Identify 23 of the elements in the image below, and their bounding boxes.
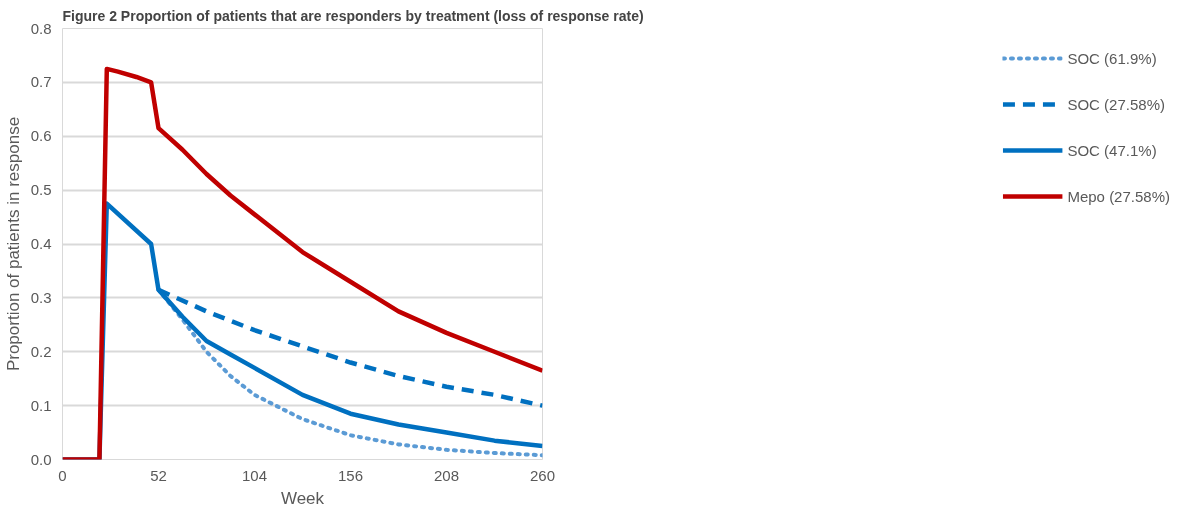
y-tick-label: 0.6 [30,127,52,145]
x-tick-label: 156 [337,466,364,484]
legend-label: Mepo (27.58%) [1067,187,1170,205]
y-tick-label: 0.0 [30,450,52,468]
y-tick-label: 0.7 [30,73,52,91]
y-tick-label: 0.3 [30,288,52,306]
x-axis-title: Week [280,488,325,508]
x-tick-label: 52 [150,466,167,484]
y-tick-label: 0.5 [30,181,52,199]
y-axis-title: Proportion of patients in response [3,116,23,372]
legend-label: SOC (47.1%) [1067,141,1157,159]
y-tick-label: 0.8 [30,19,52,37]
x-tick-label: 208 [433,466,460,484]
chart-title: Figure 2 Proportion of patients that are responders by treatment (loss of response rate) [62,7,644,24]
x-tick-label: 260 [529,466,556,484]
line-series [62,66,543,460]
y-tick-label: 0.4 [30,235,52,252]
legend-label: SOC (27.58%) [1067,95,1165,113]
y-tick-label: 0.1 [30,396,52,414]
legend-label: SOC (61.9%) [1067,49,1157,67]
y-tick-label: 0.2 [30,342,52,360]
x-tick-label: 0 [58,466,67,484]
x-tick-label: 104 [241,466,268,484]
